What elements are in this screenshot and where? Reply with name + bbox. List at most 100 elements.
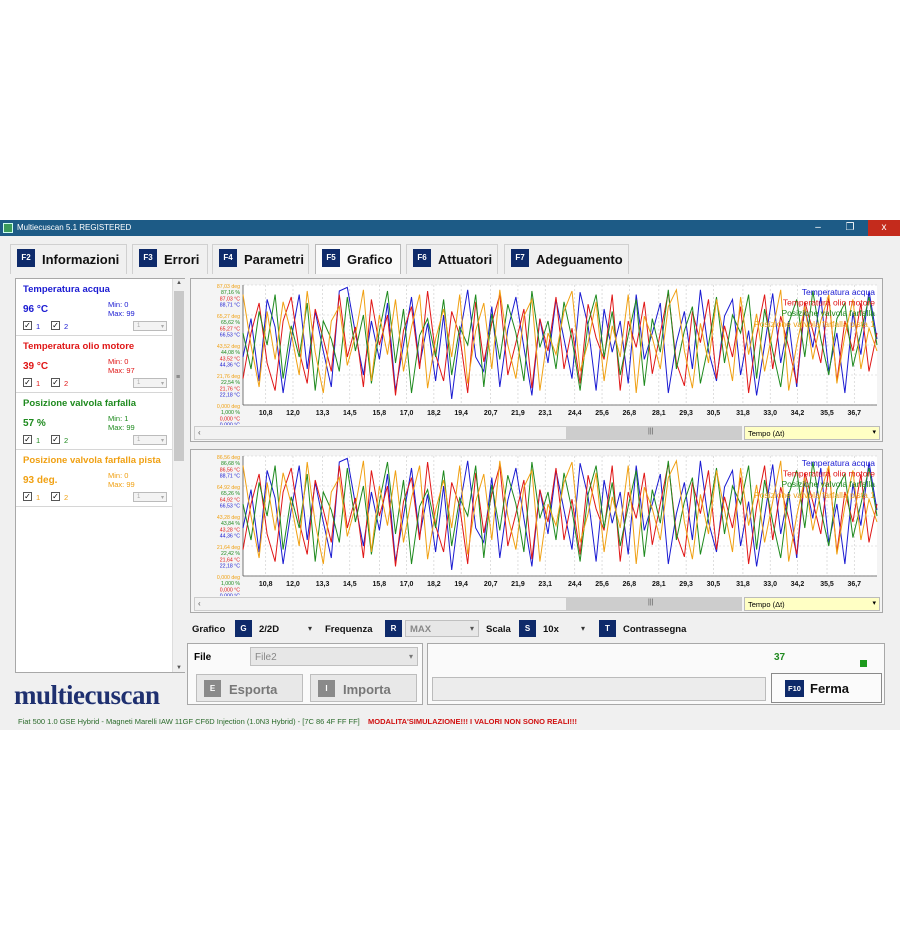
chart-panel-2[interactable]: 10,8 12,0 13,3 14,5 15,8 17,0 18,2 19,4 20,7 21,9… [190,449,883,613]
file-panel: File File2 ▾ E Esporta I Importa [187,643,423,705]
y-tick-label: 65,26 % [221,491,240,497]
x-tick-label: 34,2 [791,581,805,588]
chart1-checkbox[interactable]: ✓ [23,492,32,501]
chart2-checkbox[interactable]: ✓ [51,435,60,444]
scala-value[interactable]: 10x [543,624,559,635]
x-tick-label: 20,7 [484,410,498,417]
y-tick-label: 21,64 °C [220,557,240,563]
x-tick-label: 28,1 [652,410,666,417]
scroll-down-icon[interactable]: ▼ [176,665,182,671]
tab-parametri[interactable]: F4 Parametri [212,244,309,274]
chevron-down-icon: ▾ [160,438,164,444]
axis-dropdown[interactable]: 1 ▾ [133,492,167,502]
param-item-posizione-farfalla-pista[interactable]: Posizione valvola farfalla pista 93 deg.… [16,450,172,507]
frequenza-key-button[interactable]: R [385,620,402,637]
chart2-checkbox-label: 2 [64,493,69,502]
tab-label: Parametri [244,252,304,267]
y-tick-label: 86,56 °C [220,467,240,473]
stop-button[interactable]: F10 Ferma [771,673,882,703]
grafico-value[interactable]: 2/2D [259,624,280,635]
param-item-temperatura-acqua[interactable]: Temperatura acqua 96 °C Min: 0 Max: 99 ✓… [16,279,172,336]
scrollbar-thumb[interactable]: ||| [566,427,741,439]
close-button[interactable]: x [868,220,900,236]
import-button[interactable]: I Importa [310,674,417,702]
file-dropdown[interactable]: File2 ▾ [250,647,418,666]
grafico-chevron-down-icon[interactable]: ▾ [308,624,313,633]
export-button[interactable]: E Esporta [196,674,303,702]
contrassegna-label[interactable]: Contrassegna [623,624,687,635]
chart2-checkbox[interactable]: ✓ [51,492,60,501]
contrassegna-key-button[interactable]: T [599,620,616,637]
import-key-badge: I [318,680,335,697]
x-tick-label: 18,2 [427,410,441,417]
grafico-key-button[interactable]: G [235,620,252,637]
stop-label: Ferma [810,681,850,696]
y-tick-label: 1,000 % [221,410,240,416]
param-min: Min: 0 [108,357,129,366]
chart1-checkbox[interactable]: ✓ [23,321,32,330]
tab-informazioni[interactable]: F2 Informazioni [10,244,127,274]
scala-key-button[interactable]: S [519,620,536,637]
chart1-checkbox-label: 1 [36,322,41,331]
param-name: Posizione valvola farfalla pista [23,455,161,466]
x-tick-label: 31,8 [736,581,750,588]
frequenza-dropdown[interactable]: MAX ▾ [405,620,479,637]
tab-adeguamento[interactable]: F7 Adeguamento [504,244,629,274]
time-axis-value: Tempo (Δt) [748,429,785,438]
scroll-left-icon[interactable]: ‹ [198,599,201,608]
scroll-up-icon[interactable]: ▲ [176,280,182,286]
x-tick-label: 36,7 [847,410,861,417]
x-tick-label: 13,3 [316,581,330,588]
time-axis-dropdown[interactable]: Tempo (Δt) ▾ [744,426,880,440]
sample-counter: 37 [774,652,786,663]
param-item-temperatura-olio[interactable]: Temperatura olio motore 39 °C Min: 0 Max… [16,336,172,393]
legend-entry: Temperatura olio motore [783,298,875,308]
tab-attuatori[interactable]: F6 Attuatori [406,244,498,274]
chart-plot: 10,8 12,0 13,3 14,5 15,8 17,0 18,2 19,4 20,7 21,9… [217,455,878,596]
minimize-button[interactable]: ‒ [815,222,821,233]
legend-entry: Temperatura acqua [802,287,876,297]
tab-label: Attuatori [438,252,493,267]
maximize-button[interactable]: ❐ [845,222,855,233]
tab-grafico[interactable]: F5 Grafico [315,244,401,274]
y-tick-label: 43,52 °C [220,356,240,362]
live-indicator-icon [860,660,867,667]
progress-bar [432,677,766,701]
chart1-checkbox[interactable]: ✓ [23,378,32,387]
scala-chevron-down-icon[interactable]: ▾ [581,624,586,633]
scala-label: Scala [486,624,511,635]
chart1-checkbox[interactable]: ✓ [23,435,32,444]
chart-hscrollbar[interactable]: ‹ ||| [194,426,742,440]
title-bar: Multiecuscan 5.1 REGISTERED ‒ ❐ x [0,220,900,236]
x-tick-label: 19,4 [454,410,468,417]
y-tick-label: 0,000 °C [220,594,240,596]
chart2-checkbox[interactable]: ✓ [51,321,60,330]
y-tick-label: 21,76 deg [217,374,240,380]
scroll-left-icon[interactable]: ‹ [198,428,201,437]
scrollbar-thumb[interactable]: ||| [566,598,741,610]
file-value: File2 [255,652,277,663]
param-name: Temperatura acqua [23,284,110,295]
tab-errori[interactable]: F3 Errori [132,244,208,274]
chart-hscrollbar[interactable]: ‹ ||| [194,597,742,611]
param-max: Max: 97 [108,366,135,375]
param-item-posizione-farfalla[interactable]: Posizione valvola farfalla 57 % Min: 1 M… [16,393,172,450]
parameter-list-scrollbar[interactable]: ▲ ≡ ▼ [172,279,185,672]
x-tick-label: 21,9 [511,410,525,417]
scrollbar-thumb[interactable] [174,291,184,461]
chart2-checkbox[interactable]: ✓ [51,378,60,387]
y-tick-label: 87,03 deg [217,284,240,290]
axis-dropdown[interactable]: 1 ▾ [133,321,167,331]
frequenza-value: MAX [410,624,432,635]
tab-key-badge: F6 [413,249,431,267]
axis-dropdown[interactable]: 1 ▾ [133,435,167,445]
x-tick-label: 10,8 [259,410,273,417]
chart-panel-1[interactable]: 10,8 12,0 13,3 14,5 15,8 17,0 18,2 19,4 20,7 21,9… [190,278,883,442]
param-value: 93 deg. [23,475,58,486]
tab-bar: F2 Informazioni F3 Errori F4 Parametri F… [10,244,630,274]
time-axis-dropdown[interactable]: Tempo (Δt) ▾ [744,597,880,611]
chart2-checkbox-label: 2 [64,436,69,445]
param-max: Max: 99 [108,309,135,318]
legend-entry: Posizione valvola farfalla [781,479,875,489]
axis-dropdown[interactable]: 1 ▾ [133,378,167,388]
